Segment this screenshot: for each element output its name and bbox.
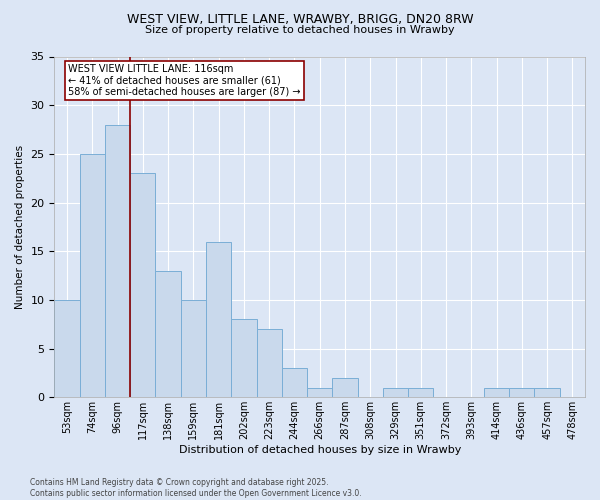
Bar	[80, 154, 105, 398]
Text: WEST VIEW, LITTLE LANE, WRAWBY, BRIGG, DN20 8RW: WEST VIEW, LITTLE LANE, WRAWBY, BRIGG, D…	[127, 12, 473, 26]
Y-axis label: Number of detached properties: Number of detached properties	[15, 145, 25, 309]
Bar	[55, 300, 80, 398]
Bar	[509, 388, 535, 398]
Text: WEST VIEW LITTLE LANE: 116sqm
← 41% of detached houses are smaller (61)
58% of s: WEST VIEW LITTLE LANE: 116sqm ← 41% of d…	[68, 64, 301, 98]
Text: Size of property relative to detached houses in Wrawby: Size of property relative to detached ho…	[145, 25, 455, 35]
Bar	[130, 174, 155, 398]
Bar	[155, 270, 181, 398]
Bar	[307, 388, 332, 398]
Bar	[206, 242, 231, 398]
Bar	[535, 388, 560, 398]
X-axis label: Distribution of detached houses by size in Wrawby: Distribution of detached houses by size …	[179, 445, 461, 455]
Bar	[332, 378, 358, 398]
Bar	[257, 329, 282, 398]
Bar	[282, 368, 307, 398]
Bar	[484, 388, 509, 398]
Bar	[383, 388, 408, 398]
Text: Contains HM Land Registry data © Crown copyright and database right 2025.
Contai: Contains HM Land Registry data © Crown c…	[30, 478, 362, 498]
Bar	[231, 320, 257, 398]
Bar	[181, 300, 206, 398]
Bar	[408, 388, 433, 398]
Bar	[105, 124, 130, 398]
